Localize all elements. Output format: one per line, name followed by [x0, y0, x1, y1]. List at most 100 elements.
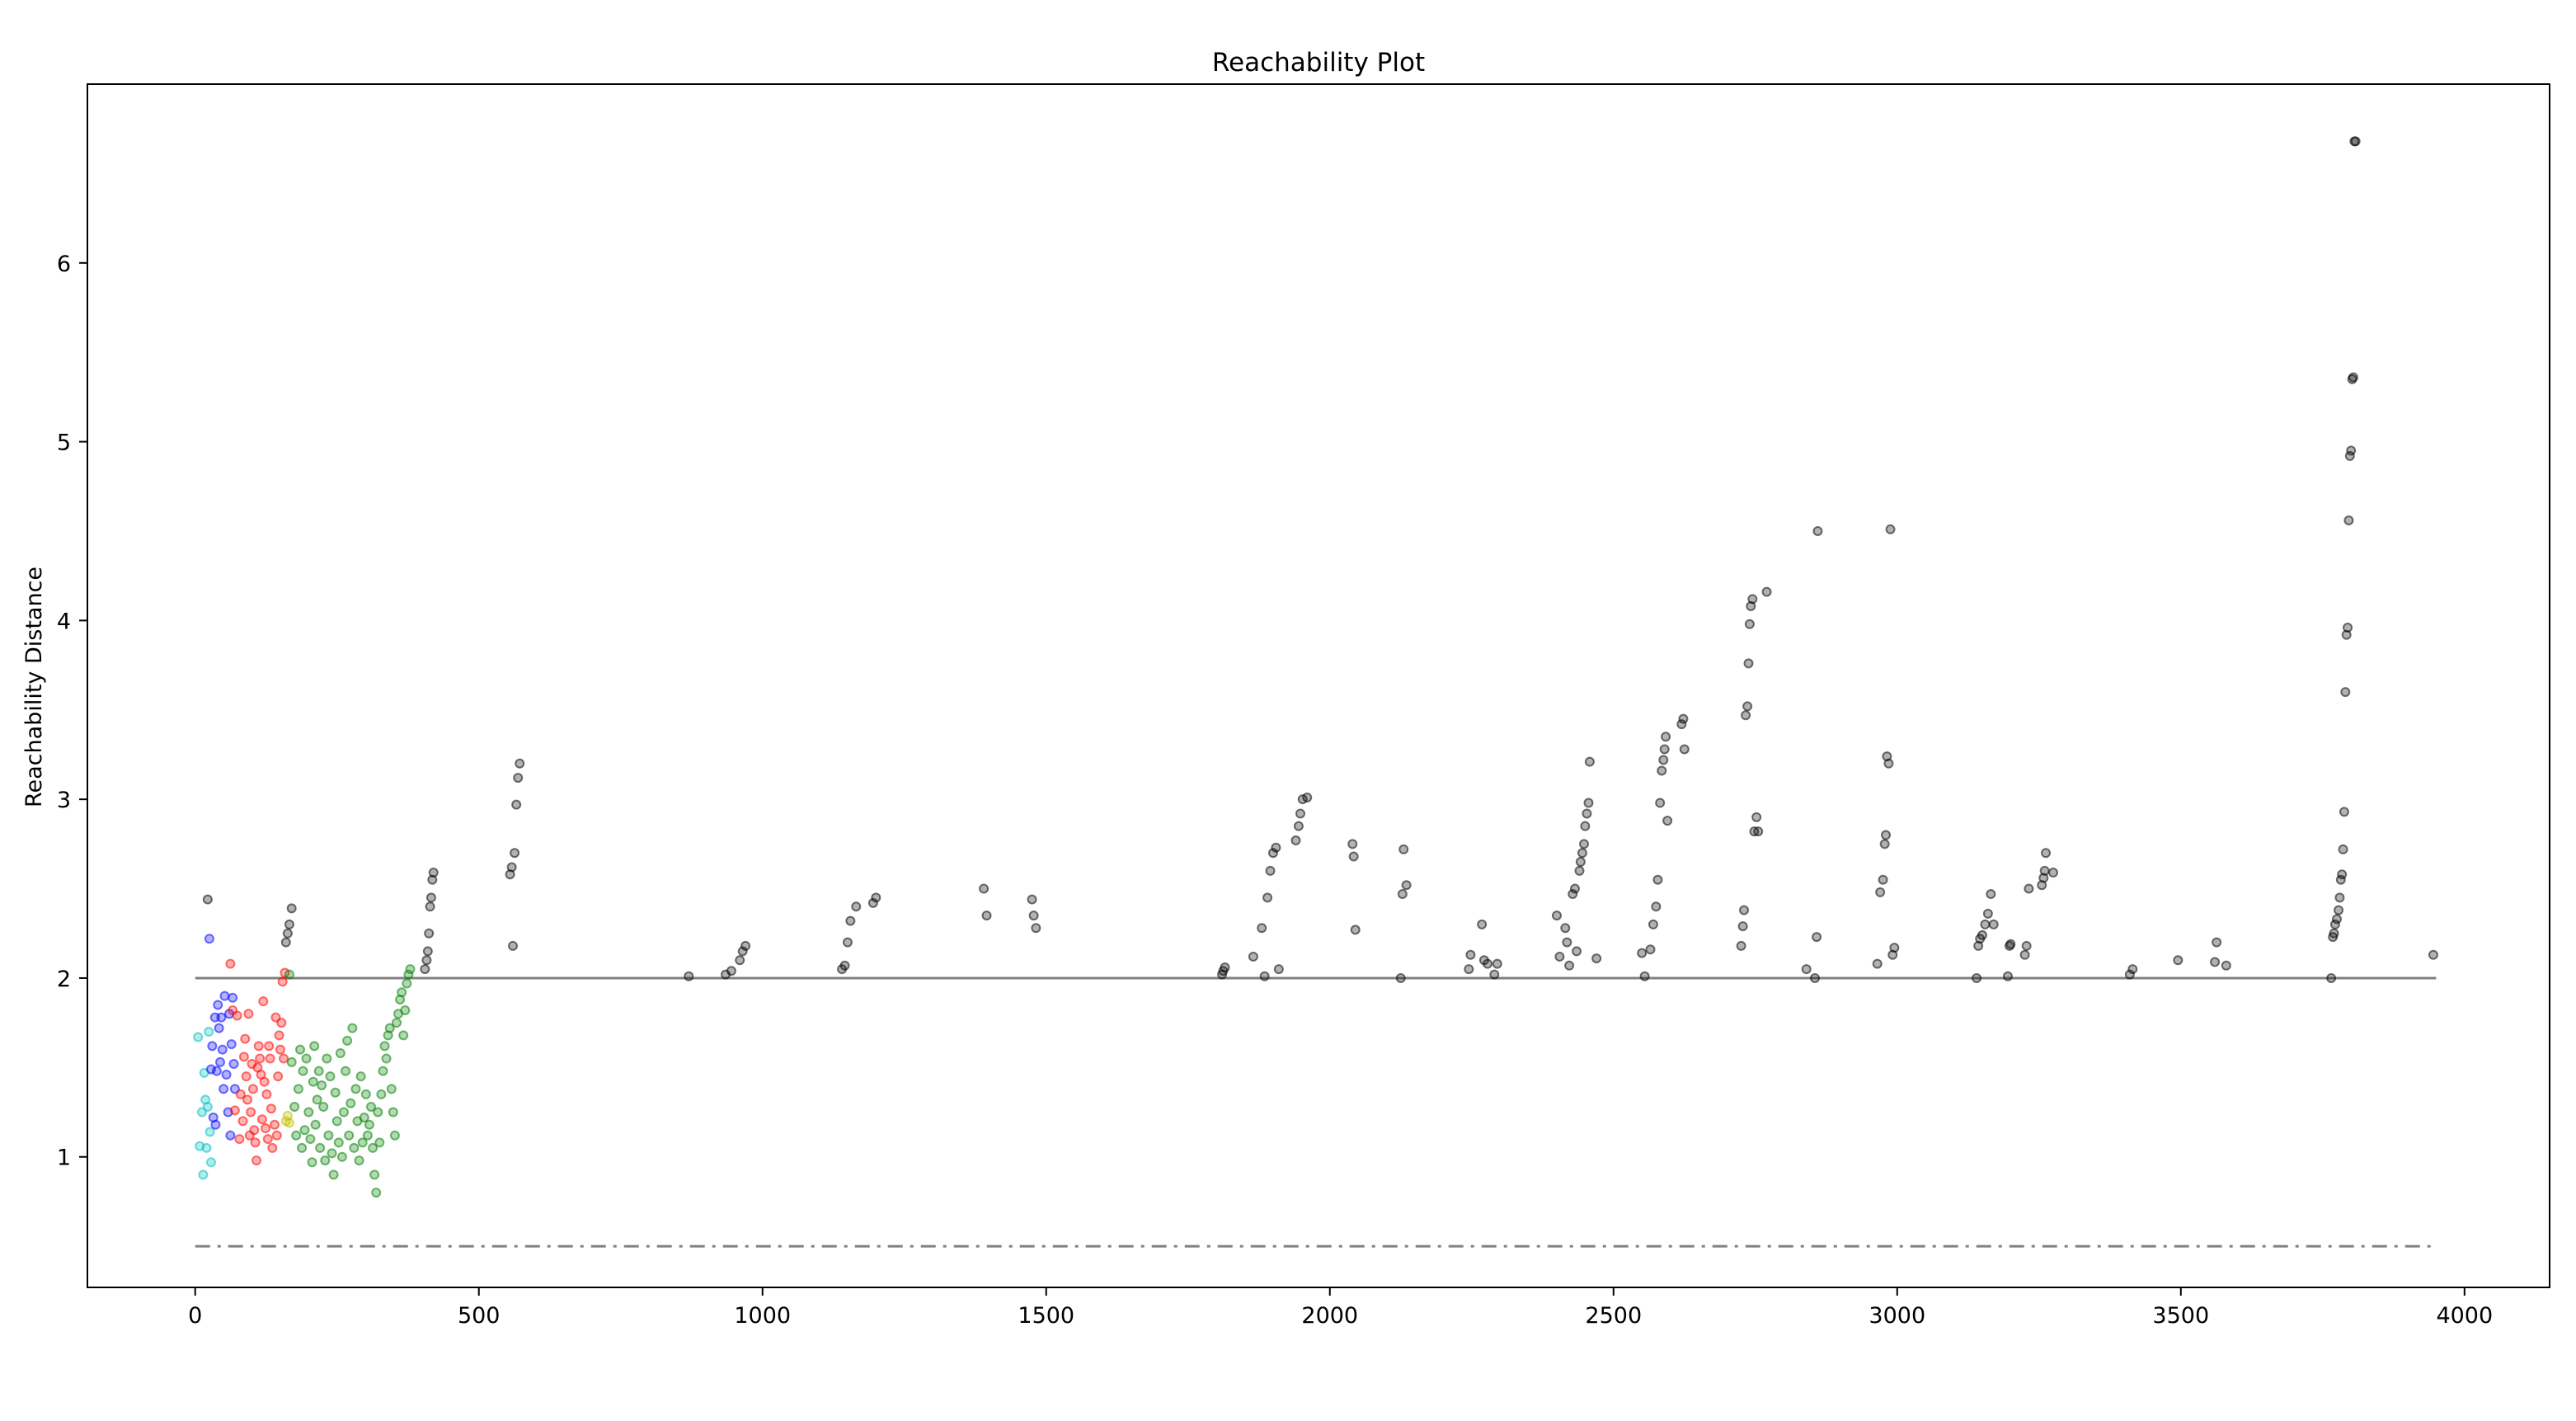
x-tick-label: 1000: [734, 1303, 791, 1329]
data-point-red: [270, 1119, 280, 1130]
reference-lines: [195, 976, 2437, 1248]
data-point-green: [333, 1137, 344, 1148]
x-tick-label: 1500: [1018, 1303, 1074, 1329]
data-point-noise: [1483, 958, 1493, 969]
data-point-noise: [1248, 951, 1258, 962]
data-point-noise: [1679, 744, 1690, 755]
data-point-noise: [1350, 925, 1361, 935]
y-tick-label: 1: [57, 1146, 71, 1171]
data-point-red: [274, 1030, 284, 1041]
data-point-noise: [1743, 658, 1754, 669]
data-point-green: [374, 1137, 385, 1148]
data-point-noise: [1875, 887, 1886, 897]
data-point-red: [266, 1103, 276, 1114]
data-point-green: [301, 1053, 312, 1064]
data-point-noise: [1657, 765, 1667, 776]
data-point-noise: [2346, 445, 2357, 456]
data-point-red: [264, 1041, 275, 1052]
data-point-green: [378, 1066, 388, 1076]
data-point-noise: [1293, 821, 1304, 831]
data-point-noise: [513, 773, 524, 783]
data-point-green: [312, 1094, 322, 1105]
data-point-noise: [1395, 972, 1406, 983]
data-point-noise: [1662, 816, 1673, 826]
data-point-green: [355, 1071, 366, 1082]
data-point-red: [275, 1044, 285, 1055]
data-point-red: [253, 1041, 264, 1052]
x-tick-label: 4000: [2436, 1303, 2493, 1329]
data-point-noise: [1737, 921, 1748, 932]
data-point-green: [317, 1080, 327, 1091]
data-point-noise: [2127, 964, 2138, 975]
data-point-noise: [1257, 923, 1267, 934]
data-point-red: [237, 1116, 248, 1127]
data-point-noise: [1562, 937, 1572, 948]
data-point-green: [291, 1130, 302, 1141]
data-point-red: [246, 1107, 256, 1118]
data-point-noise: [1489, 969, 1500, 980]
data-point-green: [309, 1041, 320, 1052]
data-point-noise: [1872, 958, 1883, 969]
data-point-red: [261, 1123, 271, 1134]
data-point-noise: [851, 901, 862, 912]
data-point-cyan: [204, 1026, 214, 1037]
x-tick-label: 500: [458, 1303, 501, 1329]
data-point-blue: [210, 1119, 221, 1130]
data-point-green: [303, 1107, 314, 1118]
data-point-noise: [511, 799, 522, 810]
data-point-noise: [2173, 955, 2183, 966]
data-point-red: [251, 1155, 262, 1166]
data-point-green: [336, 1151, 347, 1162]
data-point-noise: [1747, 594, 1758, 605]
data-point-noise: [1578, 839, 1589, 849]
data-point-green: [310, 1119, 321, 1130]
data-point-noise: [2339, 807, 2349, 817]
data-point-noise: [1659, 744, 1670, 755]
data-point-noise: [726, 966, 736, 976]
data-point-noise: [428, 868, 439, 878]
y-tick-label: 3: [57, 788, 71, 813]
data-point-noise: [1564, 960, 1575, 971]
y-axis-ticks: 1 2 3 4 5 6: [57, 252, 87, 1171]
data-point-noise: [1639, 971, 1650, 981]
data-point-noise: [1742, 701, 1753, 712]
data-point-green: [405, 964, 416, 975]
y-axis-label: Reachability Distance: [21, 567, 47, 807]
data-point-blue: [214, 1023, 224, 1033]
chart-title: Reachability Plot: [1212, 48, 1425, 78]
data-point-noise: [1751, 812, 1762, 822]
data-point-green: [325, 1071, 336, 1082]
data-point-noise: [1648, 919, 1658, 929]
data-point-noise: [421, 955, 432, 966]
data-point-green: [379, 1041, 390, 1052]
data-point-noise: [1577, 848, 1587, 859]
data-point-red: [240, 1033, 251, 1044]
data-point-green: [284, 969, 294, 980]
data-point-blue: [221, 1070, 232, 1080]
data-point-red: [229, 1105, 240, 1116]
data-point-blue: [219, 1084, 229, 1094]
data-point-green: [354, 1155, 364, 1166]
data-point-red: [255, 1053, 266, 1064]
data-point-noise: [1972, 972, 1982, 983]
data-point-red: [238, 1052, 249, 1062]
data-point-noise: [845, 915, 856, 926]
data-point-noise: [1651, 901, 1662, 912]
data-point-noise: [2329, 928, 2339, 939]
data-point-noise: [1810, 972, 1821, 983]
data-point-red: [249, 1125, 260, 1136]
data-point-noise: [1401, 880, 1412, 891]
data-point-cyan: [205, 1157, 216, 1168]
data-point-green: [388, 1107, 398, 1118]
data-point-noise: [2341, 629, 2352, 640]
data-point-blue: [211, 1066, 222, 1076]
data-point-blue: [228, 1059, 239, 1070]
data-point-noise: [1739, 905, 1750, 915]
data-point-red: [225, 958, 236, 969]
data-point-noise: [1883, 758, 1894, 769]
data-point-noise: [2041, 848, 2052, 859]
data-point-green: [357, 1137, 368, 1148]
data-point-green: [330, 1087, 341, 1098]
data-point-noise: [2334, 892, 2345, 903]
